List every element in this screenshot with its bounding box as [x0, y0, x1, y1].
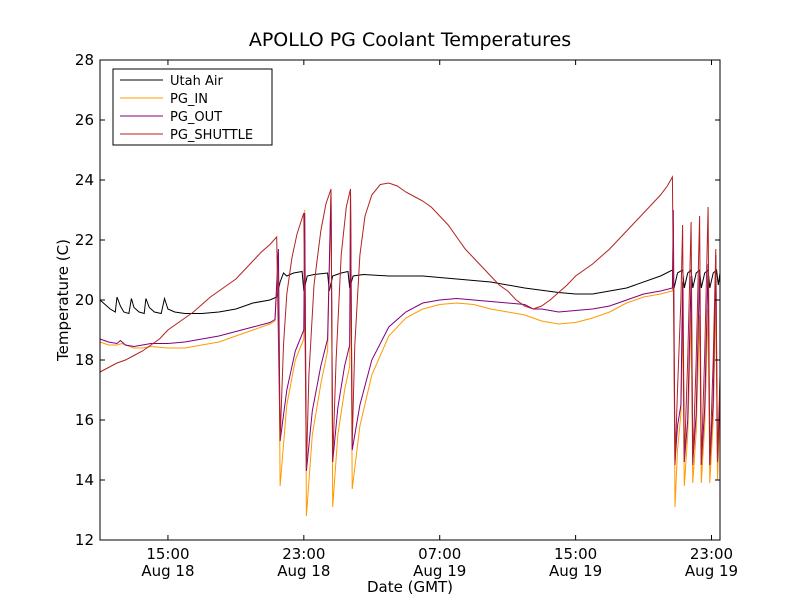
x-tick-label-date: Aug 18 — [141, 562, 194, 580]
x-tick-label-time: 15:00 — [554, 545, 597, 563]
series-layer — [99, 175, 721, 517]
y-axis-label: Temperature (C) — [54, 239, 72, 362]
y-tick-label: 28 — [75, 51, 94, 69]
series-line-pg-shuttle — [99, 175, 721, 469]
legend-box — [112, 68, 273, 146]
y-tick-label: 14 — [75, 471, 94, 489]
x-tick-label-time: 15:00 — [146, 545, 189, 563]
y-tick-label: 26 — [75, 111, 94, 129]
plot-frame — [99, 59, 721, 541]
legend-label: PG_OUT — [170, 110, 222, 125]
y-tick-label: 16 — [75, 411, 94, 429]
y-tick-label: 12 — [75, 531, 94, 549]
x-tick-label-time: 23:00 — [282, 545, 325, 563]
x-tick-label-date: Aug 18 — [277, 562, 330, 580]
legend: Utah Air PG_IN PG_OUT PG_SHUTTLE — [112, 68, 273, 146]
legend-label: Utah Air — [170, 74, 223, 89]
x-tick-label-date: Aug 19 — [413, 562, 466, 580]
legend-label: PG_SHUTTLE — [170, 128, 253, 143]
y-tick-label: 24 — [75, 171, 94, 189]
chart-title: APOLLO PG Coolant Temperatures — [249, 29, 571, 51]
x-tick-label-time: 07:00 — [418, 545, 461, 563]
x-tick-label-date: Aug 19 — [549, 562, 602, 580]
y-tick-label: 20 — [75, 291, 94, 309]
x-tick-label-time: 23:00 — [690, 545, 733, 563]
y-tick-label: 22 — [75, 231, 94, 249]
series-line-pg-out — [99, 191, 721, 472]
legend-label: PG_IN — [170, 92, 208, 107]
x-tick-label-date: Aug 19 — [685, 562, 738, 580]
y-tick-label: 18 — [75, 351, 94, 369]
x-axis-label: Date (GMT) — [367, 578, 453, 596]
